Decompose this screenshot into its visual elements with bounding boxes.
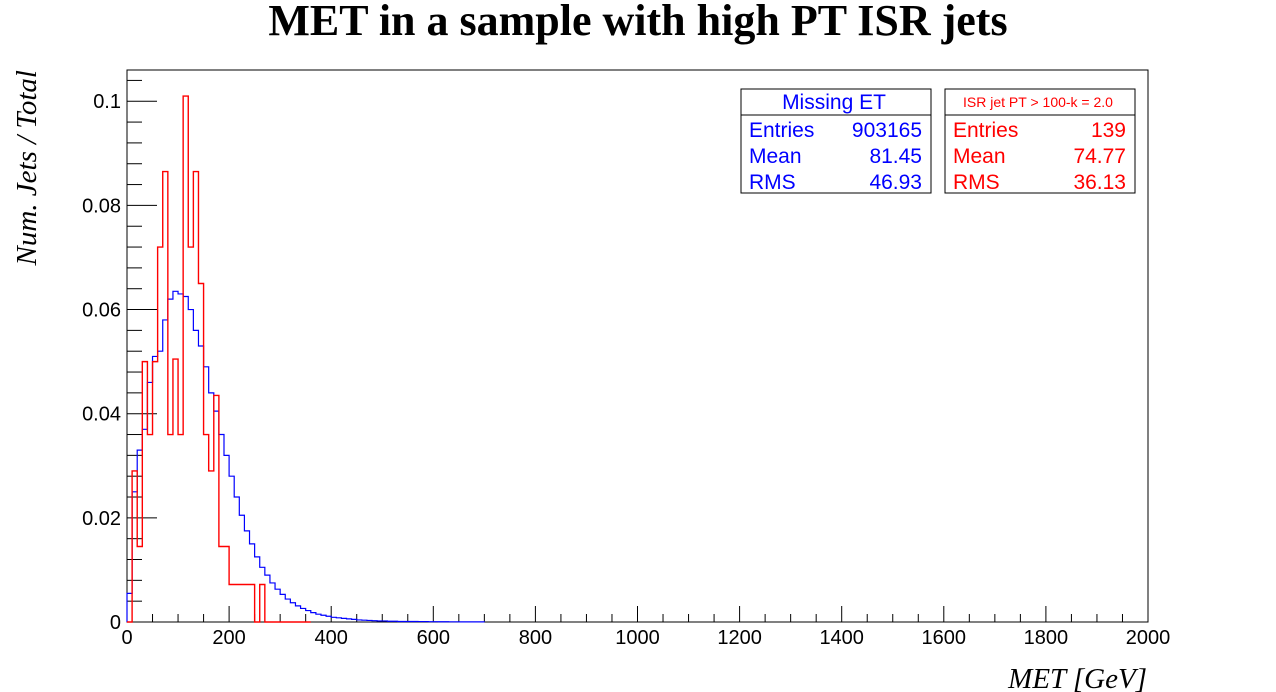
x-tick-label: 600 (417, 627, 450, 649)
y-tick-label: 0.02 (82, 508, 121, 530)
y-tick-label: 0 (110, 612, 121, 634)
stats-box-title: Missing ET (782, 91, 886, 114)
series-isr-jet-line (127, 95, 311, 623)
stats-value-rms: 36.13 (1073, 171, 1126, 194)
y-tick-label: 0.1 (93, 91, 121, 113)
x-tick-label: 1200 (717, 627, 762, 649)
stats-box-title: ISR jet PT > 100-k = 2.0 (963, 94, 1113, 110)
stats-label-rms: RMS (953, 171, 1000, 194)
stats-value-mean: 81.45 (869, 145, 922, 168)
x-axis: 0 200 400 600 800 1000 1200 1400 1600 1800 2000 (121, 606, 1170, 649)
x-tick-label: 1600 (922, 627, 967, 649)
stats-label-rms: RMS (749, 171, 796, 194)
x-tick-label: 200 (212, 627, 245, 649)
x-tick-label: 0 (121, 627, 132, 649)
x-tick-label: 1800 (1024, 627, 1069, 649)
y-tick-label: 0.08 (82, 195, 121, 217)
stats-value-rms: 46.93 (869, 171, 922, 194)
y-axis-title: Num. Jets / Total (11, 70, 43, 267)
x-tick-label: 800 (519, 627, 552, 649)
stats-label-entries: Entries (953, 119, 1018, 142)
x-tick-label: 400 (315, 627, 348, 649)
x-tick-label: 1000 (615, 627, 660, 649)
y-axis: 0 0.02 0.04 0.06 0.08 0.1 (82, 79, 157, 634)
series-missing-et-line (126, 290, 485, 623)
y-tick-label: 0.04 (82, 404, 121, 426)
stats-label-entries: Entries (749, 119, 814, 142)
x-axis-title: MET [GeV] (1007, 663, 1147, 692)
stats-value-mean: 74.77 (1073, 145, 1126, 168)
stats-label-mean: Mean (749, 145, 802, 168)
stats-box-missing-et: Missing ET Entries 903165 Mean 81.45 RMS… (740, 88, 932, 194)
stats-value-entries: 139 (1091, 119, 1126, 142)
stats-value-entries: 903165 (852, 119, 922, 142)
stats-box-isr-jet: ISR jet PT > 100-k = 2.0 Entries 139 Mea… (944, 88, 1136, 194)
stats-label-mean: Mean (953, 145, 1006, 168)
x-tick-label: 2000 (1126, 627, 1171, 649)
chart-title: MET in a sample with high PT ISR jets (268, 0, 1007, 45)
x-tick-label: 1400 (819, 627, 864, 649)
y-tick-label: 0.06 (82, 300, 121, 322)
